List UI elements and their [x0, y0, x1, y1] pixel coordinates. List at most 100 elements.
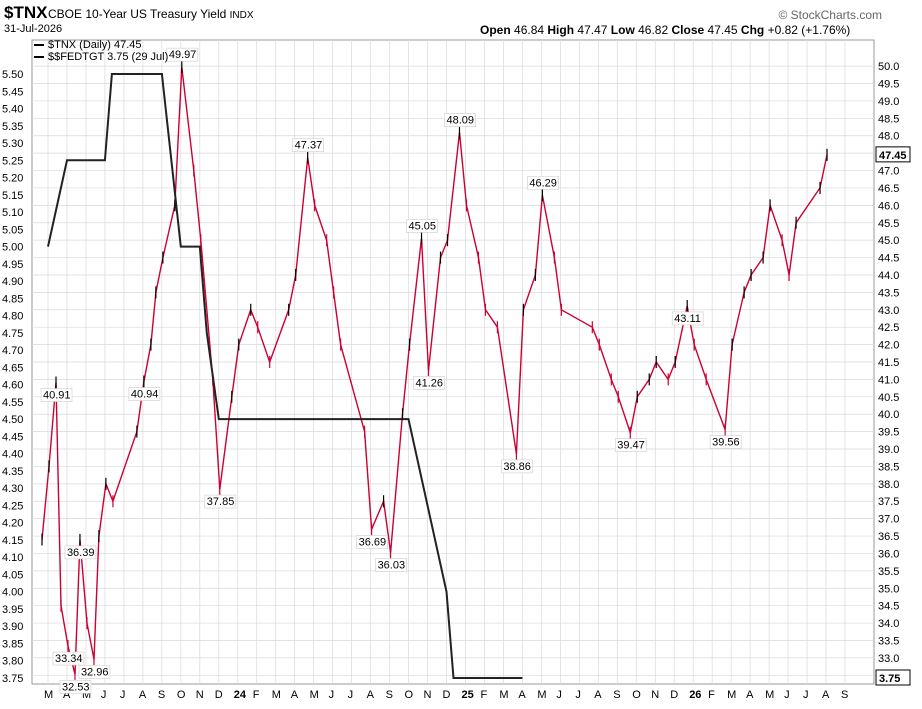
left-tick-label: 3.80	[2, 656, 23, 668]
right-tick-label: 35.5	[878, 566, 899, 578]
right-tick-label: 48.0	[878, 131, 899, 143]
x-tick-label: A	[291, 689, 299, 701]
left-tick-label: 4.15	[2, 535, 23, 547]
price-label: 39.56	[712, 437, 740, 449]
right-tick-label: 46.0	[878, 200, 899, 212]
x-tick-label: N	[196, 689, 204, 701]
x-tick-label: M	[537, 689, 546, 701]
tnx-last-badge	[875, 146, 911, 163]
price-label: 36.03	[378, 559, 406, 571]
tnx-last-value: 47.45	[879, 150, 907, 162]
right-tick-label: 43.5	[878, 287, 899, 299]
x-tick-label: 24	[234, 689, 247, 701]
legend-label: $TNX (Daily) 47.45	[48, 39, 142, 51]
price-label-box	[501, 459, 533, 474]
price-label: 32.96	[81, 666, 109, 678]
x-tick-label: A	[139, 689, 147, 701]
price-label: 41.26	[416, 377, 444, 389]
open-label: Open	[480, 23, 511, 37]
price-label-box	[614, 438, 647, 452]
left-tick-label: 5.45	[2, 86, 23, 98]
right-tick-label: 38.0	[878, 479, 899, 491]
left-tick-label: 4.85	[2, 293, 23, 305]
fed-last-badge	[875, 669, 911, 686]
right-tick-label: 44.0	[878, 270, 899, 282]
left-tick-label: 5.40	[2, 104, 23, 116]
x-tick-label: A	[746, 689, 754, 701]
price-label-box	[527, 175, 559, 190]
left-tick-label: 4.55	[2, 397, 23, 409]
right-tick-label: 36.5	[878, 531, 899, 543]
symbol: $TNX	[4, 3, 48, 22]
left-tick-label: 5.10	[2, 207, 23, 219]
right-tick-label: 42.5	[878, 322, 899, 334]
ohlc-readout: Open 46.84 High 47.47 Low 46.82 Close 47…	[480, 23, 850, 37]
right-tick-label: 37.5	[878, 496, 899, 508]
x-tick-label: 26	[689, 689, 701, 701]
right-tick-label: 49.5	[878, 79, 899, 91]
x-tick-label: J	[784, 689, 790, 701]
left-tick-label: 4.10	[2, 552, 23, 564]
left-tick-label: 4.05	[2, 569, 23, 581]
right-tick-label: 44.5	[878, 253, 899, 265]
right-tick-label: 40.5	[878, 392, 899, 404]
left-tick-label: 4.35	[2, 466, 23, 478]
left-tick-label: 5.15	[2, 190, 23, 202]
price-label-box	[375, 558, 407, 572]
x-tick-label: S	[613, 689, 620, 701]
x-tick-label: M	[765, 689, 774, 701]
left-tick-label: 5.20	[2, 173, 23, 185]
price-label-box	[59, 679, 92, 694]
right-tick-label: 37.0	[878, 514, 899, 526]
x-tick-label: J	[575, 689, 581, 701]
right-tick-label: 33.0	[878, 653, 899, 665]
x-tick-label: A	[594, 689, 602, 701]
left-tick-label: 3.85	[2, 638, 23, 650]
open-value: 46.84	[514, 23, 545, 37]
left-tick-label: 4.75	[2, 328, 23, 340]
right-tick-label: 41.0	[878, 374, 899, 386]
right-tick-label: 43.0	[878, 305, 899, 317]
chart-date: 31-Jul-2026	[4, 23, 63, 35]
left-tick-label: 4.25	[2, 500, 23, 512]
left-tick-label: 5.50	[2, 69, 23, 81]
price-label-box	[52, 651, 85, 666]
x-tick-label: D	[443, 689, 451, 701]
price-label-box	[128, 387, 161, 401]
left-tick-label: 4.90	[2, 276, 23, 288]
price-label: 37.85	[207, 496, 235, 508]
x-tick-label: A	[822, 689, 830, 701]
x-tick-label: J	[803, 689, 809, 701]
x-tick-label: S	[841, 689, 848, 701]
price-label: 39.47	[617, 440, 645, 452]
right-tick-label: 46.5	[878, 183, 899, 195]
price-label: 49.97	[169, 49, 197, 61]
x-tick-label: M	[44, 689, 53, 701]
left-tick-label: 4.30	[2, 483, 23, 495]
x-tick-label: M	[499, 689, 508, 701]
price-label: 36.69	[359, 536, 387, 548]
right-tick-label: 49.0	[878, 96, 899, 108]
low-label: Low	[610, 23, 635, 37]
left-tick-label: 5.35	[2, 121, 23, 133]
price-label-box	[671, 311, 704, 326]
left-tick-label: 5.05	[2, 224, 23, 236]
price-label: 43.11	[674, 313, 701, 325]
right-tick-label: 34.0	[878, 618, 899, 630]
left-tick-label: 4.40	[2, 449, 23, 461]
right-tick-label: 39.5	[878, 427, 899, 439]
left-tick-label: 4.50	[2, 414, 23, 426]
price-label: 47.37	[295, 140, 323, 152]
right-tick-label: 33.5	[878, 635, 899, 647]
right-tick-label: 48.5	[878, 113, 899, 125]
price-label-box	[444, 113, 476, 127]
x-tick-label: A	[518, 689, 526, 701]
x-tick-label: A	[367, 689, 375, 701]
left-tick-label: 4.80	[2, 311, 23, 323]
exchange: INDX	[229, 10, 254, 21]
price-label: 48.09	[446, 115, 474, 127]
price-label-box	[292, 138, 324, 152]
price-label-box	[709, 435, 742, 449]
close-label: Close	[671, 23, 705, 37]
price-label: 45.05	[409, 220, 437, 232]
